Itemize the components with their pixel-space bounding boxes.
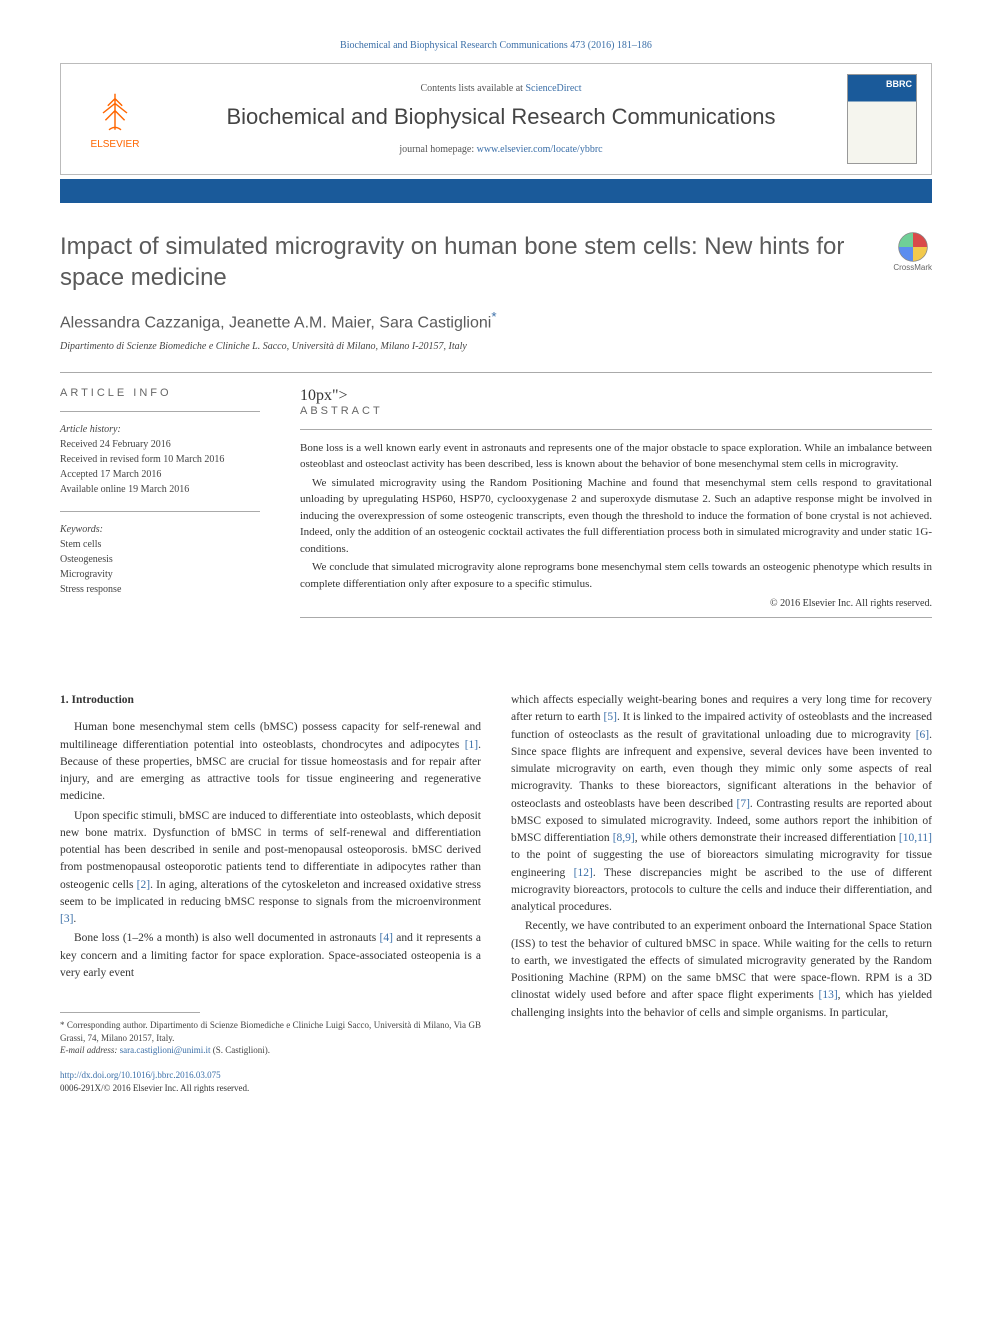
intro-p2: Upon specific stimuli, bMSC are induced … [60, 808, 481, 929]
abstract-panel: 10px"> ABSTRACT Bone loss is a well know… [300, 387, 932, 619]
email-label: E-mail address: [60, 1045, 120, 1055]
history-revised: Received in revised form 10 March 2016 [60, 454, 224, 465]
column-left: 1. Introduction Human bone mesenchymal s… [60, 692, 481, 1096]
history-label: Article history: [60, 424, 121, 435]
abstract-heading: ABSTRACT [300, 405, 932, 417]
crossmark-icon [897, 231, 929, 263]
abstract-p3: We conclude that simulated microgravity … [300, 559, 932, 592]
crossmark-label: CrossMark [893, 263, 932, 272]
keywords-label: Keywords: [60, 524, 103, 535]
ref-link[interactable]: [5] [604, 711, 617, 723]
authors-names: Alessandra Cazzaniga, Jeanette A.M. Maie… [60, 315, 491, 332]
keyword-item: Microgravity [60, 569, 113, 580]
ref-link[interactable]: [6] [916, 729, 929, 741]
authors-line: Alessandra Cazzaniga, Jeanette A.M. Maie… [60, 309, 932, 332]
keyword-item: Stress response [60, 584, 121, 595]
column-right: which affects especially weight-bearing … [511, 692, 932, 1096]
article-title: Impact of simulated microgravity on huma… [60, 231, 873, 293]
keyword-item: Stem cells [60, 539, 101, 550]
publisher-logo-block: ELSEVIER [75, 89, 155, 150]
issn-copyright: 0006-291X/© 2016 Elsevier Inc. All right… [60, 1083, 249, 1093]
abstract-p2: We simulated microgravity using the Rand… [300, 475, 932, 558]
doi-line: http://dx.doi.org/10.1016/j.bbrc.2016.03… [60, 1069, 481, 1096]
corresponding-footnote: * Corresponding author. Dipartimento di … [60, 1019, 481, 1057]
elsevier-tree-icon [91, 89, 139, 137]
ref-link[interactable]: [2] [137, 879, 150, 891]
history-online: Available online 19 March 2016 [60, 484, 189, 495]
homepage-prefix: journal homepage: [399, 144, 476, 155]
abstract-copyright: © 2016 Elsevier Inc. All rights reserved… [300, 598, 932, 609]
abstract-text: Bone loss is a well known early event in… [300, 440, 932, 593]
affiliation: Dipartimento di Scienze Biomediche e Cli… [60, 341, 932, 352]
mid-divider [60, 648, 932, 678]
journal-name: Biochemical and Biophysical Research Com… [167, 104, 835, 130]
intro-p5: Recently, we have contributed to an expe… [511, 918, 932, 1022]
sciencedirect-link[interactable]: ScienceDirect [525, 83, 581, 94]
body-columns: 1. Introduction Human bone mesenchymal s… [60, 692, 932, 1096]
keywords-block: Keywords: Stem cells Osteogenesis Microg… [60, 522, 260, 597]
doi-link[interactable]: http://dx.doi.org/10.1016/j.bbrc.2016.03… [60, 1070, 221, 1080]
email-link[interactable]: sara.castiglioni@unimi.it [120, 1045, 211, 1055]
article-history: Article history: Received 24 February 20… [60, 422, 260, 497]
journal-homepage: journal homepage: www.elsevier.com/locat… [167, 144, 835, 155]
abstract-p1: Bone loss is a well known early event in… [300, 440, 932, 473]
homepage-link[interactable]: www.elsevier.com/locate/ybbrc [477, 144, 603, 155]
corresponding-marker: * [491, 309, 496, 324]
history-received: Received 24 February 2016 [60, 439, 171, 450]
journal-cover-thumb: BBRC [847, 74, 917, 164]
ref-link[interactable]: [3] [60, 913, 73, 925]
ref-link[interactable]: [10,11] [899, 832, 932, 844]
elsevier-label: ELSEVIER [91, 139, 140, 150]
ref-link[interactable]: [13] [819, 989, 838, 1001]
intro-p4: which affects especially weight-bearing … [511, 692, 932, 916]
blue-divider-bar [60, 179, 932, 203]
top-divider [60, 372, 932, 373]
ref-link[interactable]: [4] [380, 932, 393, 944]
article-info-panel: ARTICLE INFO Article history: Received 2… [60, 387, 260, 619]
intro-p3: Bone loss (1–2% a month) is also well do… [60, 930, 481, 982]
header-citation: Biochemical and Biophysical Research Com… [60, 40, 932, 51]
ref-link[interactable]: [12] [574, 867, 593, 879]
contents-line: Contents lists available at ScienceDirec… [167, 83, 835, 94]
intro-p1: Human bone mesenchymal stem cells (bMSC)… [60, 719, 481, 805]
cover-abbr: BBRC [886, 79, 912, 89]
article-info-heading: ARTICLE INFO [60, 387, 260, 399]
ref-link[interactable]: [8,9] [613, 832, 635, 844]
keyword-item: Osteogenesis [60, 554, 113, 565]
history-accepted: Accepted 17 March 2016 [60, 469, 161, 480]
contents-prefix: Contents lists available at [420, 83, 525, 94]
footnote-divider [60, 1012, 200, 1013]
crossmark-badge[interactable]: CrossMark [893, 231, 932, 272]
section-1-heading: 1. Introduction [60, 692, 481, 709]
ref-link[interactable]: [7] [737, 798, 750, 810]
ref-link[interactable]: [1] [465, 739, 478, 751]
header-banner: ELSEVIER Contents lists available at Sci… [60, 63, 932, 175]
